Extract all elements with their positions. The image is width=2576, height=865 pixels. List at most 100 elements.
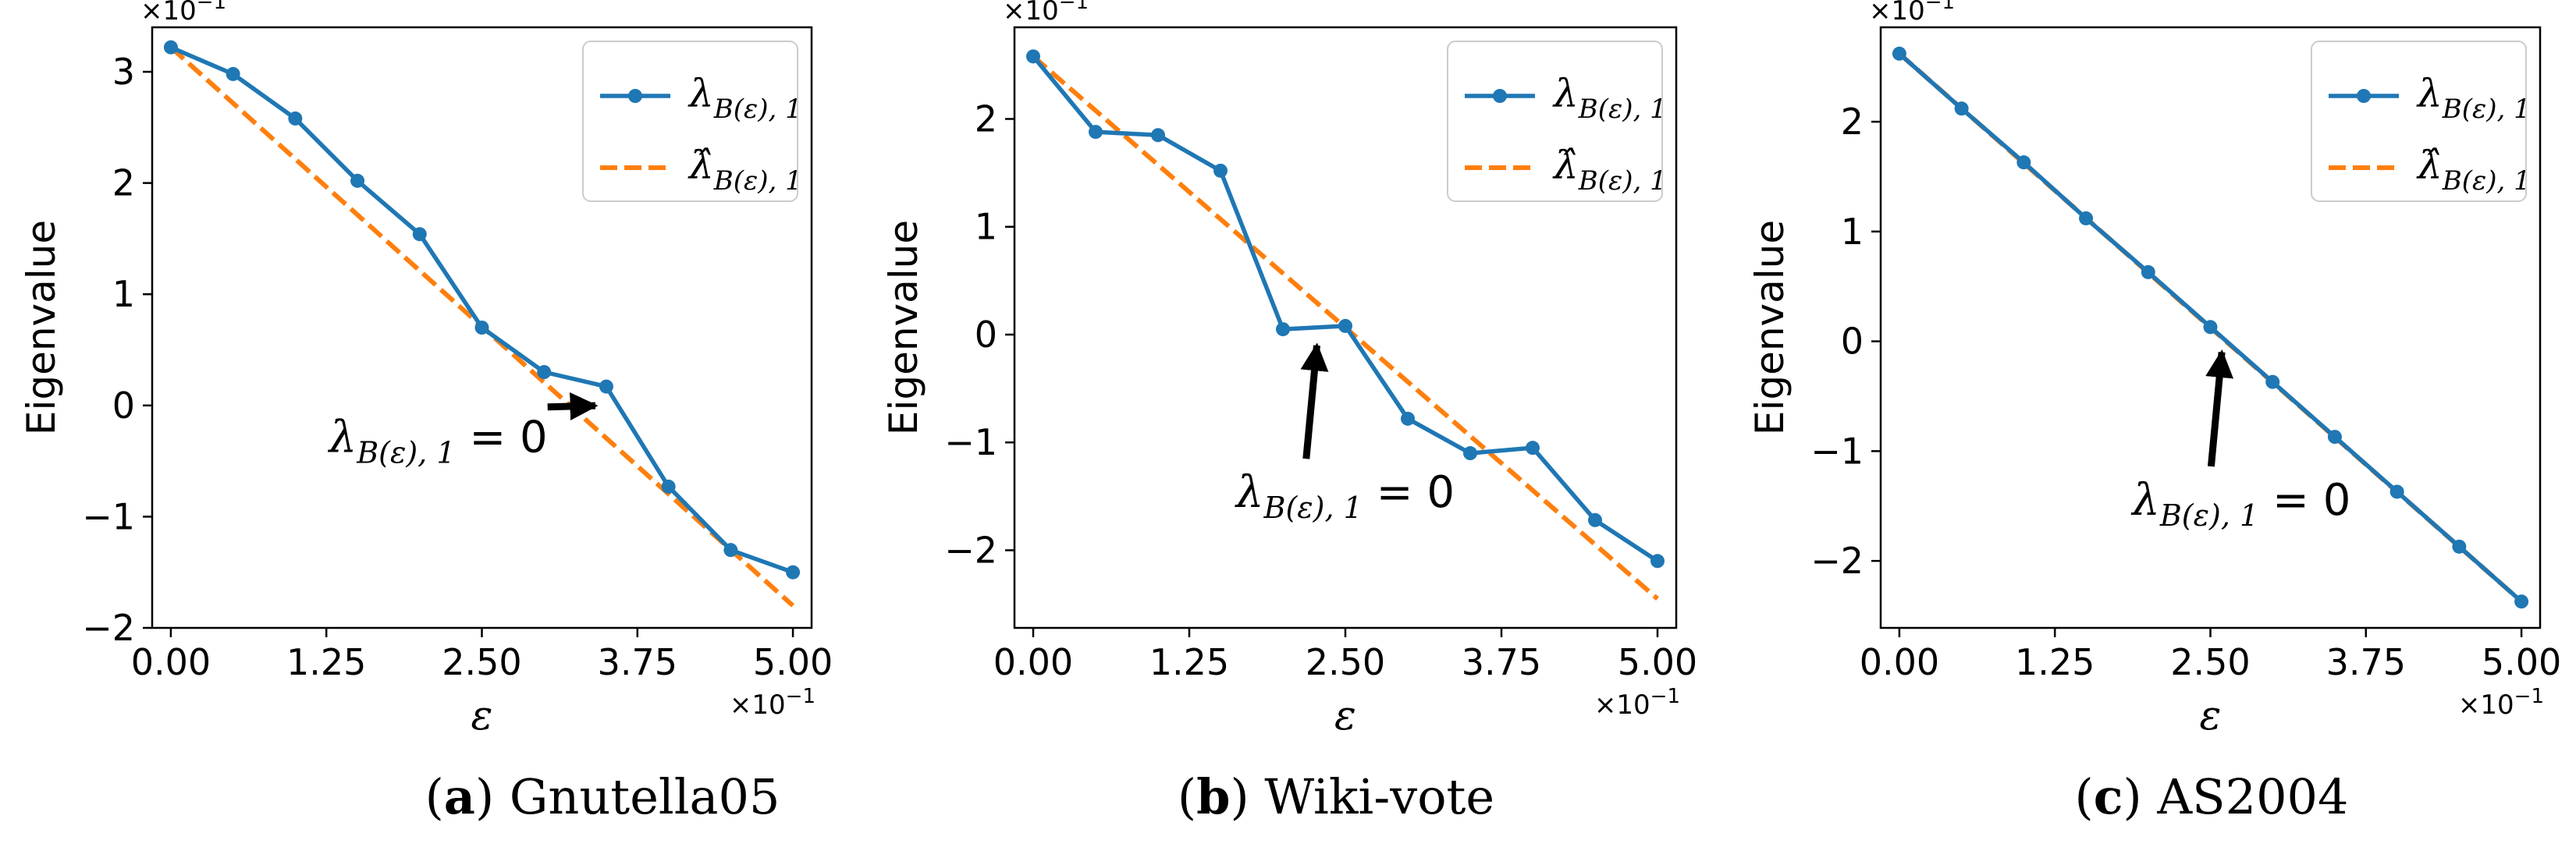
data-point-b-10 (1650, 554, 1665, 569)
y-scale-label-c: ×10−1 (1869, 0, 1955, 27)
y-tick-label-a-3: 1 (112, 273, 135, 315)
caption-c-letter: c (2093, 768, 2123, 825)
caption-a-letter: a (443, 768, 475, 825)
annotation-text-c: λB(ε), 1 = 0 (2130, 475, 2350, 533)
y-tick-label-b-3: 1 (975, 206, 997, 248)
x-axis-title-b: ε (1334, 693, 1356, 739)
y-tick-label-c-0: −2 (1810, 540, 1864, 582)
data-point-b-7 (1463, 446, 1477, 461)
x-tick-label-c-0: 0.00 (1860, 641, 1939, 683)
data-point-a-9 (723, 543, 738, 558)
data-point-c-3 (2079, 211, 2094, 225)
legend-box-b (1447, 41, 1663, 202)
y-scale-label-a: ×10−1 (140, 0, 226, 27)
x-tick-label-c-2: 2.50 (2170, 641, 2250, 683)
x-tick-label-b-2: 2.50 (1306, 641, 1385, 683)
y-axis-title-c: Eigenvalue (1747, 220, 1793, 435)
data-point-c-7 (2327, 430, 2342, 445)
y-axis-title-b: Eigenvalue (881, 220, 926, 435)
legend-b: λB(ε), 1 λ̂B(ε), 1 (1447, 41, 1667, 202)
x-tick-label-a-3: 3.75 (598, 641, 677, 683)
data-point-c-5 (2203, 320, 2218, 335)
x-tick-label-b-1: 1.25 (1149, 641, 1229, 683)
legend-swatch-marker-a (628, 89, 642, 103)
caption-a: (a) Gnutella05 (425, 768, 780, 825)
y-tick-label-c-4: 2 (1841, 101, 1864, 143)
y-tick-label-b-1: −1 (944, 421, 997, 463)
data-point-c-2 (2016, 155, 2031, 170)
legend-box-a (582, 41, 798, 202)
y-tick-label-a-4: 2 (112, 162, 135, 204)
x-scale-label-c: ×10−1 (2458, 685, 2544, 721)
data-point-b-9 (1588, 512, 1602, 527)
data-point-a-6 (537, 365, 552, 380)
data-point-a-2 (288, 111, 303, 126)
x-tick-label-b-3: 3.75 (1462, 641, 1541, 683)
data-point-a-7 (599, 379, 613, 394)
annotation-text-a: λB(ε), 1 = 0 (328, 413, 548, 470)
caption-b: (b) Wiki-vote (1177, 768, 1495, 825)
y-tick-label-a-1: −1 (82, 495, 135, 537)
y-scale-label-b: ×10−1 (1003, 0, 1089, 27)
x-tick-label-a-2: 2.50 (442, 641, 521, 683)
panel-b: 0.00 1.25 2.50 3.75 5.00 −2 −1 0 1 2 ×10−1 ×10−1 ε Ei… (881, 0, 1697, 739)
y-tick-label-b-0: −2 (944, 529, 997, 571)
data-point-a-10 (786, 565, 801, 580)
data-point-b-3 (1213, 163, 1228, 178)
annotation-text-b: λB(ε), 1 = 0 (1235, 467, 1455, 525)
caption-c: (c) AS2004 (2074, 768, 2349, 825)
caption-b-letter: b (1196, 768, 1231, 825)
data-point-a-4 (412, 227, 427, 242)
data-point-b-2 (1151, 128, 1165, 143)
y-axis-title-a: Eigenvalue (19, 220, 64, 435)
legend-box-c (2311, 41, 2527, 202)
data-point-a-3 (350, 173, 365, 188)
data-point-a-1 (226, 66, 240, 81)
annotation-arrow-a (547, 392, 599, 420)
legend-label-series-a: λB(ε), 1 (688, 71, 802, 125)
y-tick-label-c-1: −1 (1810, 430, 1864, 472)
y-tick-label-a-2: 0 (112, 385, 135, 427)
x-scale-label-b: ×10−1 (1594, 685, 1680, 721)
data-point-b-5 (1338, 318, 1352, 333)
y-tick-label-c-3: 1 (1841, 211, 1864, 253)
data-point-c-1 (1954, 101, 1969, 116)
data-point-a-8 (661, 479, 676, 494)
data-point-c-10 (2514, 594, 2529, 609)
panel-c: 0.00 1.25 2.50 3.75 5.00 −2 −1 0 1 2 ×10−1 ×10−1 ε Ei… (1747, 0, 2561, 739)
x-tick-label-b-0: 0.00 (993, 641, 1073, 683)
legend-label-fit-b: λ̂B(ε), 1 (1552, 143, 1667, 197)
y-tick-label-a-5: 3 (112, 51, 135, 93)
y-tick-label-b-4: 2 (975, 98, 997, 140)
legend-label-fit-c: λ̂B(ε), 1 (2416, 143, 2531, 197)
x-tick-label-a-4: 5.00 (753, 641, 833, 683)
legend-label-series-b: λB(ε), 1 (1552, 71, 1667, 125)
annotation-arrow-c (2205, 349, 2234, 467)
x-tick-label-c-4: 5.00 (2482, 641, 2561, 683)
data-point-c-0 (1892, 46, 1906, 61)
x-tick-label-a-1: 1.25 (286, 641, 366, 683)
data-point-b-1 (1089, 125, 1103, 140)
legend-label-series-c: λB(ε), 1 (2416, 71, 2531, 125)
caption-b-text: Wiki-vote (1249, 768, 1495, 825)
data-point-a-5 (474, 321, 489, 335)
data-point-b-0 (1026, 49, 1040, 64)
y-tick-label-b-2: 0 (975, 314, 997, 356)
x-scale-label-a: ×10−1 (730, 685, 815, 721)
x-tick-label-b-4: 5.00 (1618, 641, 1697, 683)
x-tick-label-c-3: 3.75 (2326, 641, 2406, 683)
annotation-arrow-b (1300, 342, 1329, 459)
x-tick-label-a-0: 0.00 (131, 641, 211, 683)
caption-a-text: Gnutella05 (494, 768, 780, 825)
data-point-c-6 (2265, 374, 2280, 389)
data-point-c-9 (2452, 539, 2467, 554)
x-tick-label-c-1: 1.25 (2015, 641, 2095, 683)
panel-a: 0.00 1.25 2.50 3.75 5.00−2−10123×10−1×10−1εE… (19, 0, 833, 739)
y-tick-label-c-2: 0 (1841, 321, 1864, 363)
data-point-b-8 (1526, 441, 1540, 456)
y-tick-label-a-0: −2 (82, 607, 135, 649)
legend-a: λB(ε), 1 λ̂B(ε), 1 (582, 41, 802, 202)
legend-c: λB(ε), 1 λ̂B(ε), 1 (2311, 41, 2531, 202)
legend-swatch-marker-c (2357, 89, 2371, 103)
